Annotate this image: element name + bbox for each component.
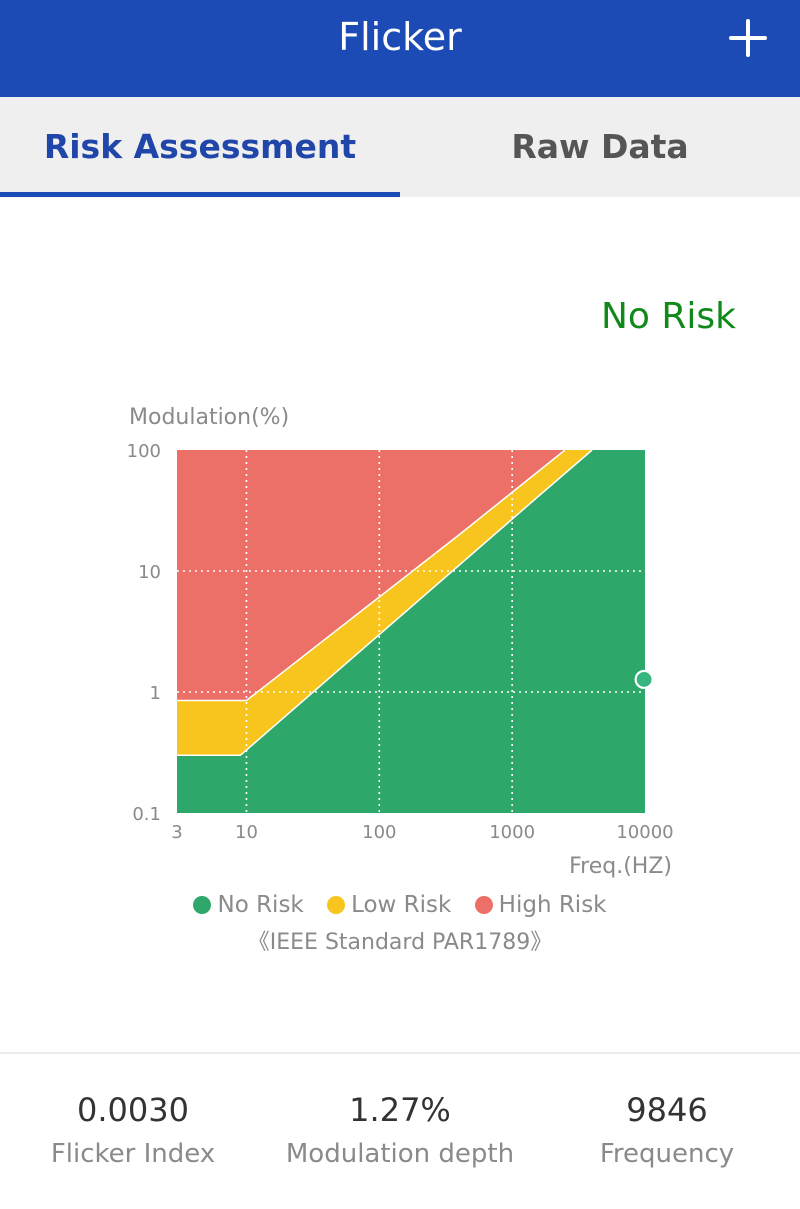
chart-legend: No Risk Low Risk High Risk	[0, 888, 800, 922]
legend-label: No Risk	[217, 892, 304, 918]
x-tick-label: 10	[235, 822, 258, 843]
x-tick-label: 10000	[616, 822, 673, 843]
stat-value: 1.27%	[349, 1091, 451, 1129]
x-tick-label: 3	[171, 822, 182, 843]
divider	[0, 1052, 800, 1054]
stat-modulation-depth: 1.27% Modulation depth	[267, 1086, 533, 1174]
x-tick-label: 1000	[489, 822, 535, 843]
tab-label: Risk Assessment	[43, 127, 357, 166]
add-button[interactable]	[722, 12, 774, 64]
legend-dot-no-risk	[193, 896, 212, 914]
stat-label: Modulation depth	[285, 1139, 515, 1169]
risk-region-high-risk	[177, 450, 645, 701]
app-title: Flicker	[338, 15, 462, 59]
stat-frequency: 9846 Frequency	[534, 1086, 800, 1174]
stat-label: Flicker Index	[50, 1139, 216, 1169]
tab-label: Raw Data	[511, 127, 689, 166]
legend-item-no-risk: No Risk	[193, 888, 304, 922]
stat-label: Frequency	[599, 1139, 735, 1169]
standard-reference: 《IEEE Standard PAR1789》	[247, 930, 553, 955]
region-boundary-line	[177, 449, 593, 757]
legend-dot-low-risk	[327, 896, 346, 914]
x-tick-label: 100	[362, 822, 396, 843]
measurement-point	[634, 669, 654, 690]
stat-flicker-index: 0.0030 Flicker Index	[0, 1086, 266, 1174]
tab-risk-assessment[interactable]: Risk Assessment	[0, 97, 400, 197]
y-tick-label: 1	[150, 683, 161, 704]
y-tick-label: 100	[127, 441, 161, 462]
risk-status-label: No Risk	[600, 296, 736, 337]
stat-value: 0.0030	[77, 1091, 189, 1129]
plus-icon	[729, 19, 767, 57]
legend-label: High Risk	[498, 892, 607, 918]
y-tick-label: 10	[138, 562, 161, 583]
stat-value: 9846	[626, 1091, 708, 1129]
y-tick-label: 0.1	[132, 804, 161, 825]
x-axis-title: Freq.(HZ)	[569, 854, 672, 879]
app-bar: Flicker	[0, 0, 800, 97]
tab-selected-indicator	[0, 192, 400, 197]
legend-label: Low Risk	[351, 892, 452, 918]
flicker-risk-chart: 0.1 1 10 100 3 10 100 1000 10000 Modulation(%) Fre…	[127, 405, 674, 879]
legend-item-low-risk: Low Risk	[327, 888, 451, 922]
tab-bar: Risk Assessment Raw Data	[0, 97, 800, 197]
tab-raw-data[interactable]: Raw Data	[400, 97, 800, 197]
legend-item-high-risk: High Risk	[474, 888, 607, 922]
legend-dot-high-risk	[474, 896, 493, 914]
y-axis-title: Modulation(%)	[129, 405, 289, 430]
